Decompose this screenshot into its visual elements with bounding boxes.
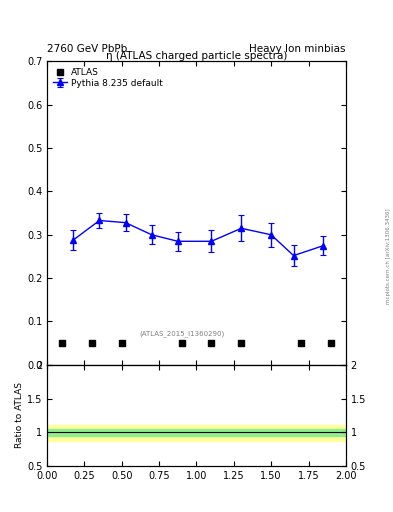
ATLAS [208, 339, 215, 347]
Y-axis label: Ratio to ATLAS: Ratio to ATLAS [15, 382, 24, 449]
Text: (ATLAS_2015_I1360290): (ATLAS_2015_I1360290) [140, 330, 225, 336]
Title: η (ATLAS charged particle spectra): η (ATLAS charged particle spectra) [106, 51, 287, 60]
Text: mcplots.cern.ch [arXiv:1306.3436]: mcplots.cern.ch [arXiv:1306.3436] [386, 208, 391, 304]
ATLAS [59, 339, 65, 347]
Text: 2760 GeV PbPb: 2760 GeV PbPb [47, 44, 127, 54]
ATLAS [298, 339, 304, 347]
Text: Heavy Ion minbias: Heavy Ion minbias [249, 44, 346, 54]
ATLAS [328, 339, 334, 347]
Bar [47, 425, 346, 441]
Bar [47, 429, 346, 436]
Legend: ATLAS, Pythia 8.235 default: ATLAS, Pythia 8.235 default [51, 66, 164, 90]
ATLAS [119, 339, 125, 347]
ATLAS [238, 339, 244, 347]
ATLAS [178, 339, 185, 347]
ATLAS [89, 339, 95, 347]
